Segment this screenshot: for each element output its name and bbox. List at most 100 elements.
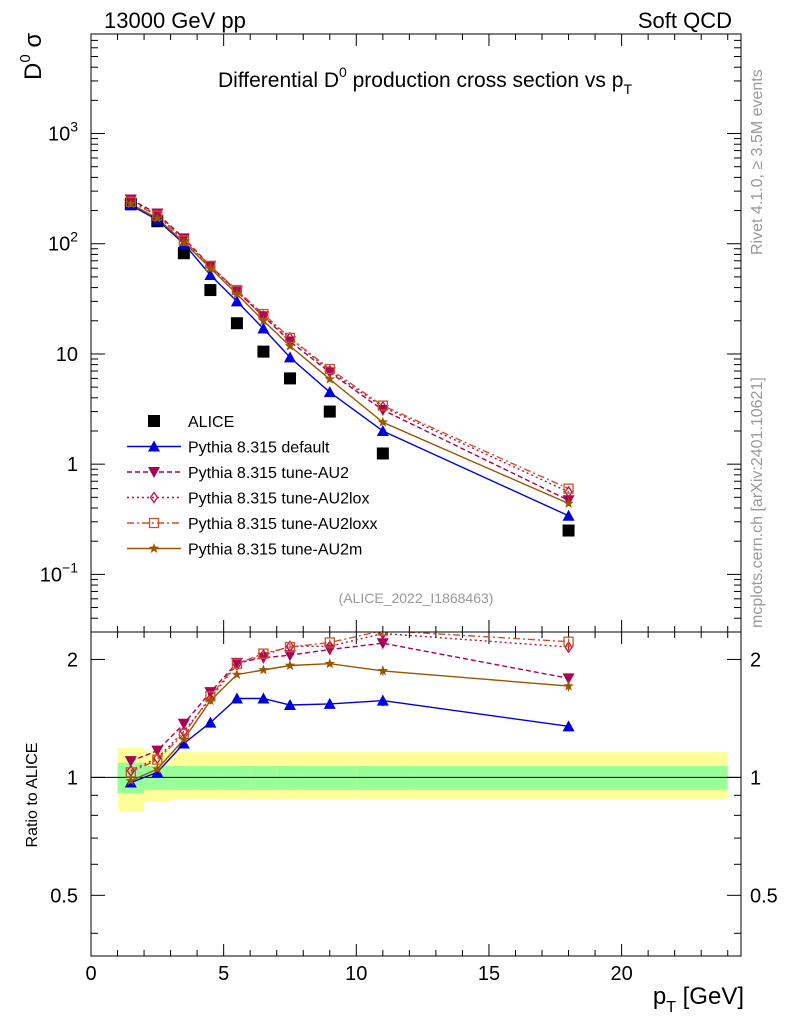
ratio-line-pythia-8-315-default bbox=[130, 697, 569, 784]
legend-label-pythia-8-315-tune-au2m: Pythia 8.315 tune-AU2m bbox=[188, 542, 362, 559]
ratio-point-pythia-8-315-default bbox=[562, 720, 575, 732]
x-tick-label: 10 bbox=[345, 963, 367, 985]
ratio-point-pythia-8-315-tune-au2m bbox=[377, 665, 389, 676]
point-pythia-8-315-tune-au2m bbox=[231, 288, 243, 299]
point-pythia-8-315-tune-au2lox bbox=[378, 400, 388, 414]
point-pythia-8-315-tune-au2lox bbox=[206, 260, 215, 273]
point-pythia-8-315-tune-au2m bbox=[284, 340, 296, 351]
ratio-point-pythia-8-315-tune-au2m bbox=[205, 695, 216, 706]
ratio-series-markers bbox=[124, 632, 575, 788]
point-pythia-8-315-default bbox=[204, 269, 217, 281]
svg-text:D0 σ: D0 σ bbox=[17, 33, 47, 80]
point-pythia-8-315-tune-au2loxx bbox=[377, 400, 388, 411]
ratio-point-pythia-8-315-tune-au2lox bbox=[325, 640, 335, 653]
ratio-point-pythia-8-315-tune-au2 bbox=[562, 673, 575, 685]
ratio-point-pythia-8-315-default bbox=[177, 737, 190, 749]
analysis-watermark: (ALICE_2022_I1868463) bbox=[339, 590, 494, 606]
ratio-point-pythia-8-315-tune-au2loxx bbox=[324, 637, 335, 648]
ratio-axes: 0 5 10 15 20 0.5 0.5 1 1 2 2 bbox=[50, 632, 778, 985]
point-pythia-8-315-tune-au2m bbox=[258, 315, 269, 326]
ratio-point-pythia-8-315-tune-au2 bbox=[151, 745, 164, 757]
point-pythia-8-315-tune-au2lox bbox=[232, 285, 242, 298]
point-pythia-8-315-default bbox=[323, 386, 336, 398]
ratio-point-pythia-8-315-tune-au2m bbox=[178, 733, 190, 744]
ratio-tick-label: 2 bbox=[67, 649, 78, 671]
series-line-pythia-8-315-tune-au2m bbox=[130, 203, 569, 505]
header-left-label: 13000 GeV pp bbox=[104, 8, 246, 33]
ratio-point-pythia-8-315-tune-au2m bbox=[258, 664, 269, 675]
ratio-point-pythia-8-315-default bbox=[257, 692, 270, 704]
ratio-point-pythia-8-315-default bbox=[230, 692, 243, 704]
ratio-point-pythia-8-315-tune-au2loxx bbox=[258, 648, 269, 659]
ratio-point-pythia-8-315-default bbox=[283, 699, 296, 711]
x-tick-label: 20 bbox=[610, 963, 632, 985]
ratio-point-pythia-8-315-tune-au2m bbox=[324, 658, 336, 669]
legend-label-pythia-8-315-tune-au2: Pythia 8.315 tune-AU2 bbox=[188, 465, 349, 482]
ratio-point-pythia-8-315-tune-au2lox bbox=[564, 641, 573, 654]
legend-marker-pythia-8-315-tune-au2lox bbox=[149, 491, 159, 504]
series-line-pythia-8-315-tune-au2 bbox=[130, 198, 569, 501]
main-axes: 10−1 1 10 102 103 bbox=[40, 33, 741, 633]
series-line-pythia-8-315-tune-au2loxx bbox=[130, 201, 569, 490]
legend-marker-alice bbox=[148, 415, 160, 427]
legend-marker-pythia-8-315-tune-au2loxx bbox=[148, 517, 160, 529]
ratio-frame bbox=[90, 631, 742, 957]
y-axis-label: D0 σ bbox=[17, 33, 47, 80]
ratio-tick-label-right: 0.5 bbox=[750, 885, 778, 907]
ratio-panel: 0 5 10 15 20 0.5 0.5 1 1 2 2 Ratio to ALICE bbox=[24, 631, 778, 985]
point-pythia-8-315-default bbox=[376, 424, 389, 436]
ratio-point-pythia-8-315-default bbox=[376, 694, 389, 706]
y-tick-label: 10−1 bbox=[40, 559, 78, 586]
ratio-tick-label: 0.5 bbox=[50, 885, 78, 907]
point-alice bbox=[562, 524, 575, 537]
point-pythia-8-315-tune-au2loxx bbox=[178, 235, 190, 246]
y-tick-label: 1 bbox=[67, 454, 78, 476]
point-pythia-8-315-tune-au2m bbox=[205, 262, 216, 273]
point-alice bbox=[283, 372, 296, 385]
ratio-line-pythia-8-315-tune-au2lox bbox=[130, 632, 569, 772]
legend-label-alice: ALICE bbox=[188, 414, 234, 431]
point-pythia-8-315-default bbox=[257, 322, 270, 334]
ratio-tick-label: 1 bbox=[67, 767, 78, 789]
point-alice bbox=[323, 405, 336, 418]
legend-marker-pythia-8-315-tune-au2 bbox=[148, 467, 160, 478]
point-pythia-8-315-default bbox=[283, 351, 296, 363]
ratio-point-pythia-8-315-tune-au2 bbox=[124, 756, 137, 768]
main-series-lines bbox=[130, 198, 569, 517]
chart-title: Differential D0 production cross section… bbox=[218, 64, 632, 97]
ratio-tick-label-right: 2 bbox=[750, 649, 761, 671]
ratio-point-pythia-8-315-tune-au2lox bbox=[206, 692, 215, 705]
ratio-point-pythia-8-315-default bbox=[323, 697, 336, 709]
point-pythia-8-315-tune-au2loxx bbox=[324, 363, 335, 375]
point-alice bbox=[177, 247, 190, 260]
ratio-point-pythia-8-315-tune-au2loxx bbox=[563, 636, 574, 647]
ratio-line-pythia-8-315-tune-au2loxx bbox=[130, 632, 569, 773]
ratio-point-pythia-8-315-tune-au2 bbox=[283, 650, 296, 662]
header-right-label: Soft QCD bbox=[638, 8, 732, 33]
ratio-point-pythia-8-315-tune-au2loxx bbox=[231, 658, 243, 669]
point-pythia-8-315-default bbox=[562, 509, 575, 521]
main-series-markers bbox=[124, 194, 575, 537]
legend-marker-pythia-8-315-default bbox=[148, 440, 160, 452]
ratio-point-pythia-8-315-tune-au2loxx bbox=[377, 632, 388, 636]
ratio-error-bands bbox=[91, 747, 741, 812]
ratio-point-pythia-8-315-tune-au2m bbox=[125, 775, 137, 786]
y-tick-label: 10 bbox=[56, 344, 78, 366]
x-tick-label: 5 bbox=[218, 963, 229, 985]
ratio-tick-label-right: 1 bbox=[750, 767, 761, 789]
legend-label-pythia-8-315-tune-au2lox: Pythia 8.315 tune-AU2lox bbox=[188, 491, 369, 508]
point-pythia-8-315-tune-au2m bbox=[152, 212, 163, 223]
main-panel: 10−1 1 10 102 103 Differential D0 production… bbox=[40, 33, 742, 633]
side-label-top: Rivet 4.1.0, ≥ 3.5M events bbox=[749, 69, 766, 255]
series-line-pythia-8-315-default bbox=[130, 204, 569, 517]
point-pythia-8-315-tune-au2m bbox=[563, 497, 574, 508]
ratio-point-pythia-8-315-tune-au2 bbox=[177, 718, 190, 730]
point-pythia-8-315-tune-au2m bbox=[377, 416, 389, 427]
ratio-point-pythia-8-315-default bbox=[151, 766, 164, 778]
ratio-line-pythia-8-315-tune-au2m bbox=[130, 662, 569, 782]
ratio-point-pythia-8-315-tune-au2m bbox=[284, 660, 296, 670]
point-pythia-8-315-default bbox=[230, 295, 243, 307]
legend-marker-pythia-8-315-tune-au2m bbox=[148, 543, 160, 553]
y-tick-label: 102 bbox=[48, 229, 78, 256]
